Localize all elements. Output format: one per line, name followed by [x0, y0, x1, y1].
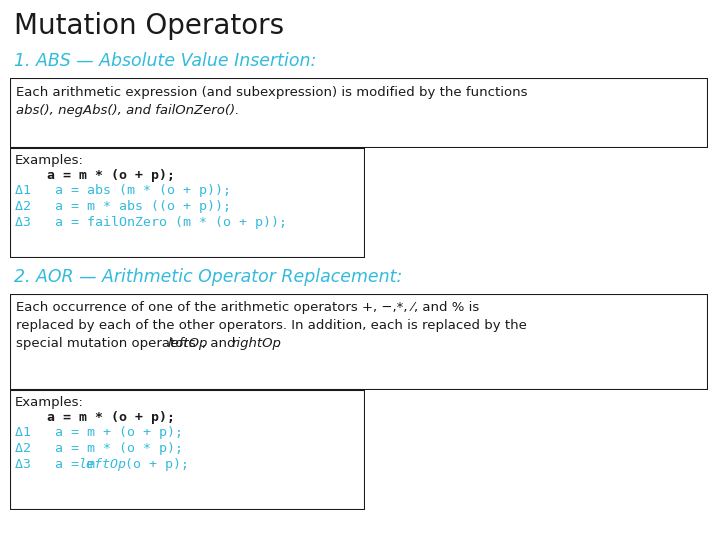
- Text: Examples:: Examples:: [15, 154, 84, 167]
- Text: Mutation Operators: Mutation Operators: [14, 12, 284, 40]
- Text: Δ3   a = failOnZero (m * (o + p));: Δ3 a = failOnZero (m * (o + p));: [15, 216, 287, 229]
- Text: replaced by each of the other operators. In addition, each is replaced by the: replaced by each of the other operators.…: [16, 319, 527, 332]
- Text: leftOp: leftOp: [79, 458, 127, 471]
- Text: 2. AOR — Arithmetic Operator Replacement:: 2. AOR — Arithmetic Operator Replacement…: [14, 268, 402, 286]
- Text: special mutation operators: special mutation operators: [16, 337, 200, 350]
- Text: a = m * (o + p);: a = m * (o + p);: [15, 169, 175, 182]
- Text: leftOp: leftOp: [168, 337, 208, 350]
- Text: Each occurrence of one of the arithmetic operators +, −,*, ⁄, and % is: Each occurrence of one of the arithmetic…: [16, 301, 480, 314]
- Text: abs(), negAbs(), and failOnZero().: abs(), negAbs(), and failOnZero().: [16, 104, 239, 117]
- Text: Examples:: Examples:: [15, 396, 84, 409]
- Text: rightOp: rightOp: [232, 337, 282, 350]
- Text: Each arithmetic expression (and subexpression) is modified by the functions: Each arithmetic expression (and subexpre…: [16, 86, 528, 99]
- Text: Δ2   a = m * (o * p);: Δ2 a = m * (o * p);: [15, 442, 183, 455]
- Text: Δ1   a = m + (o + p);: Δ1 a = m + (o + p);: [15, 426, 183, 439]
- Text: (o + p);: (o + p);: [117, 458, 189, 471]
- Text: , and: , and: [202, 337, 240, 350]
- Text: a = m * (o + p);: a = m * (o + p);: [15, 411, 175, 424]
- Text: 1. ABS — Absolute Value Insertion:: 1. ABS — Absolute Value Insertion:: [14, 52, 316, 70]
- Text: Δ2   a = m * abs ((o + p));: Δ2 a = m * abs ((o + p));: [15, 200, 231, 213]
- Text: Δ1   a = abs (m * (o + p));: Δ1 a = abs (m * (o + p));: [15, 184, 231, 197]
- Text: Δ3   a = m: Δ3 a = m: [15, 458, 103, 471]
- Text: .: .: [276, 337, 280, 350]
